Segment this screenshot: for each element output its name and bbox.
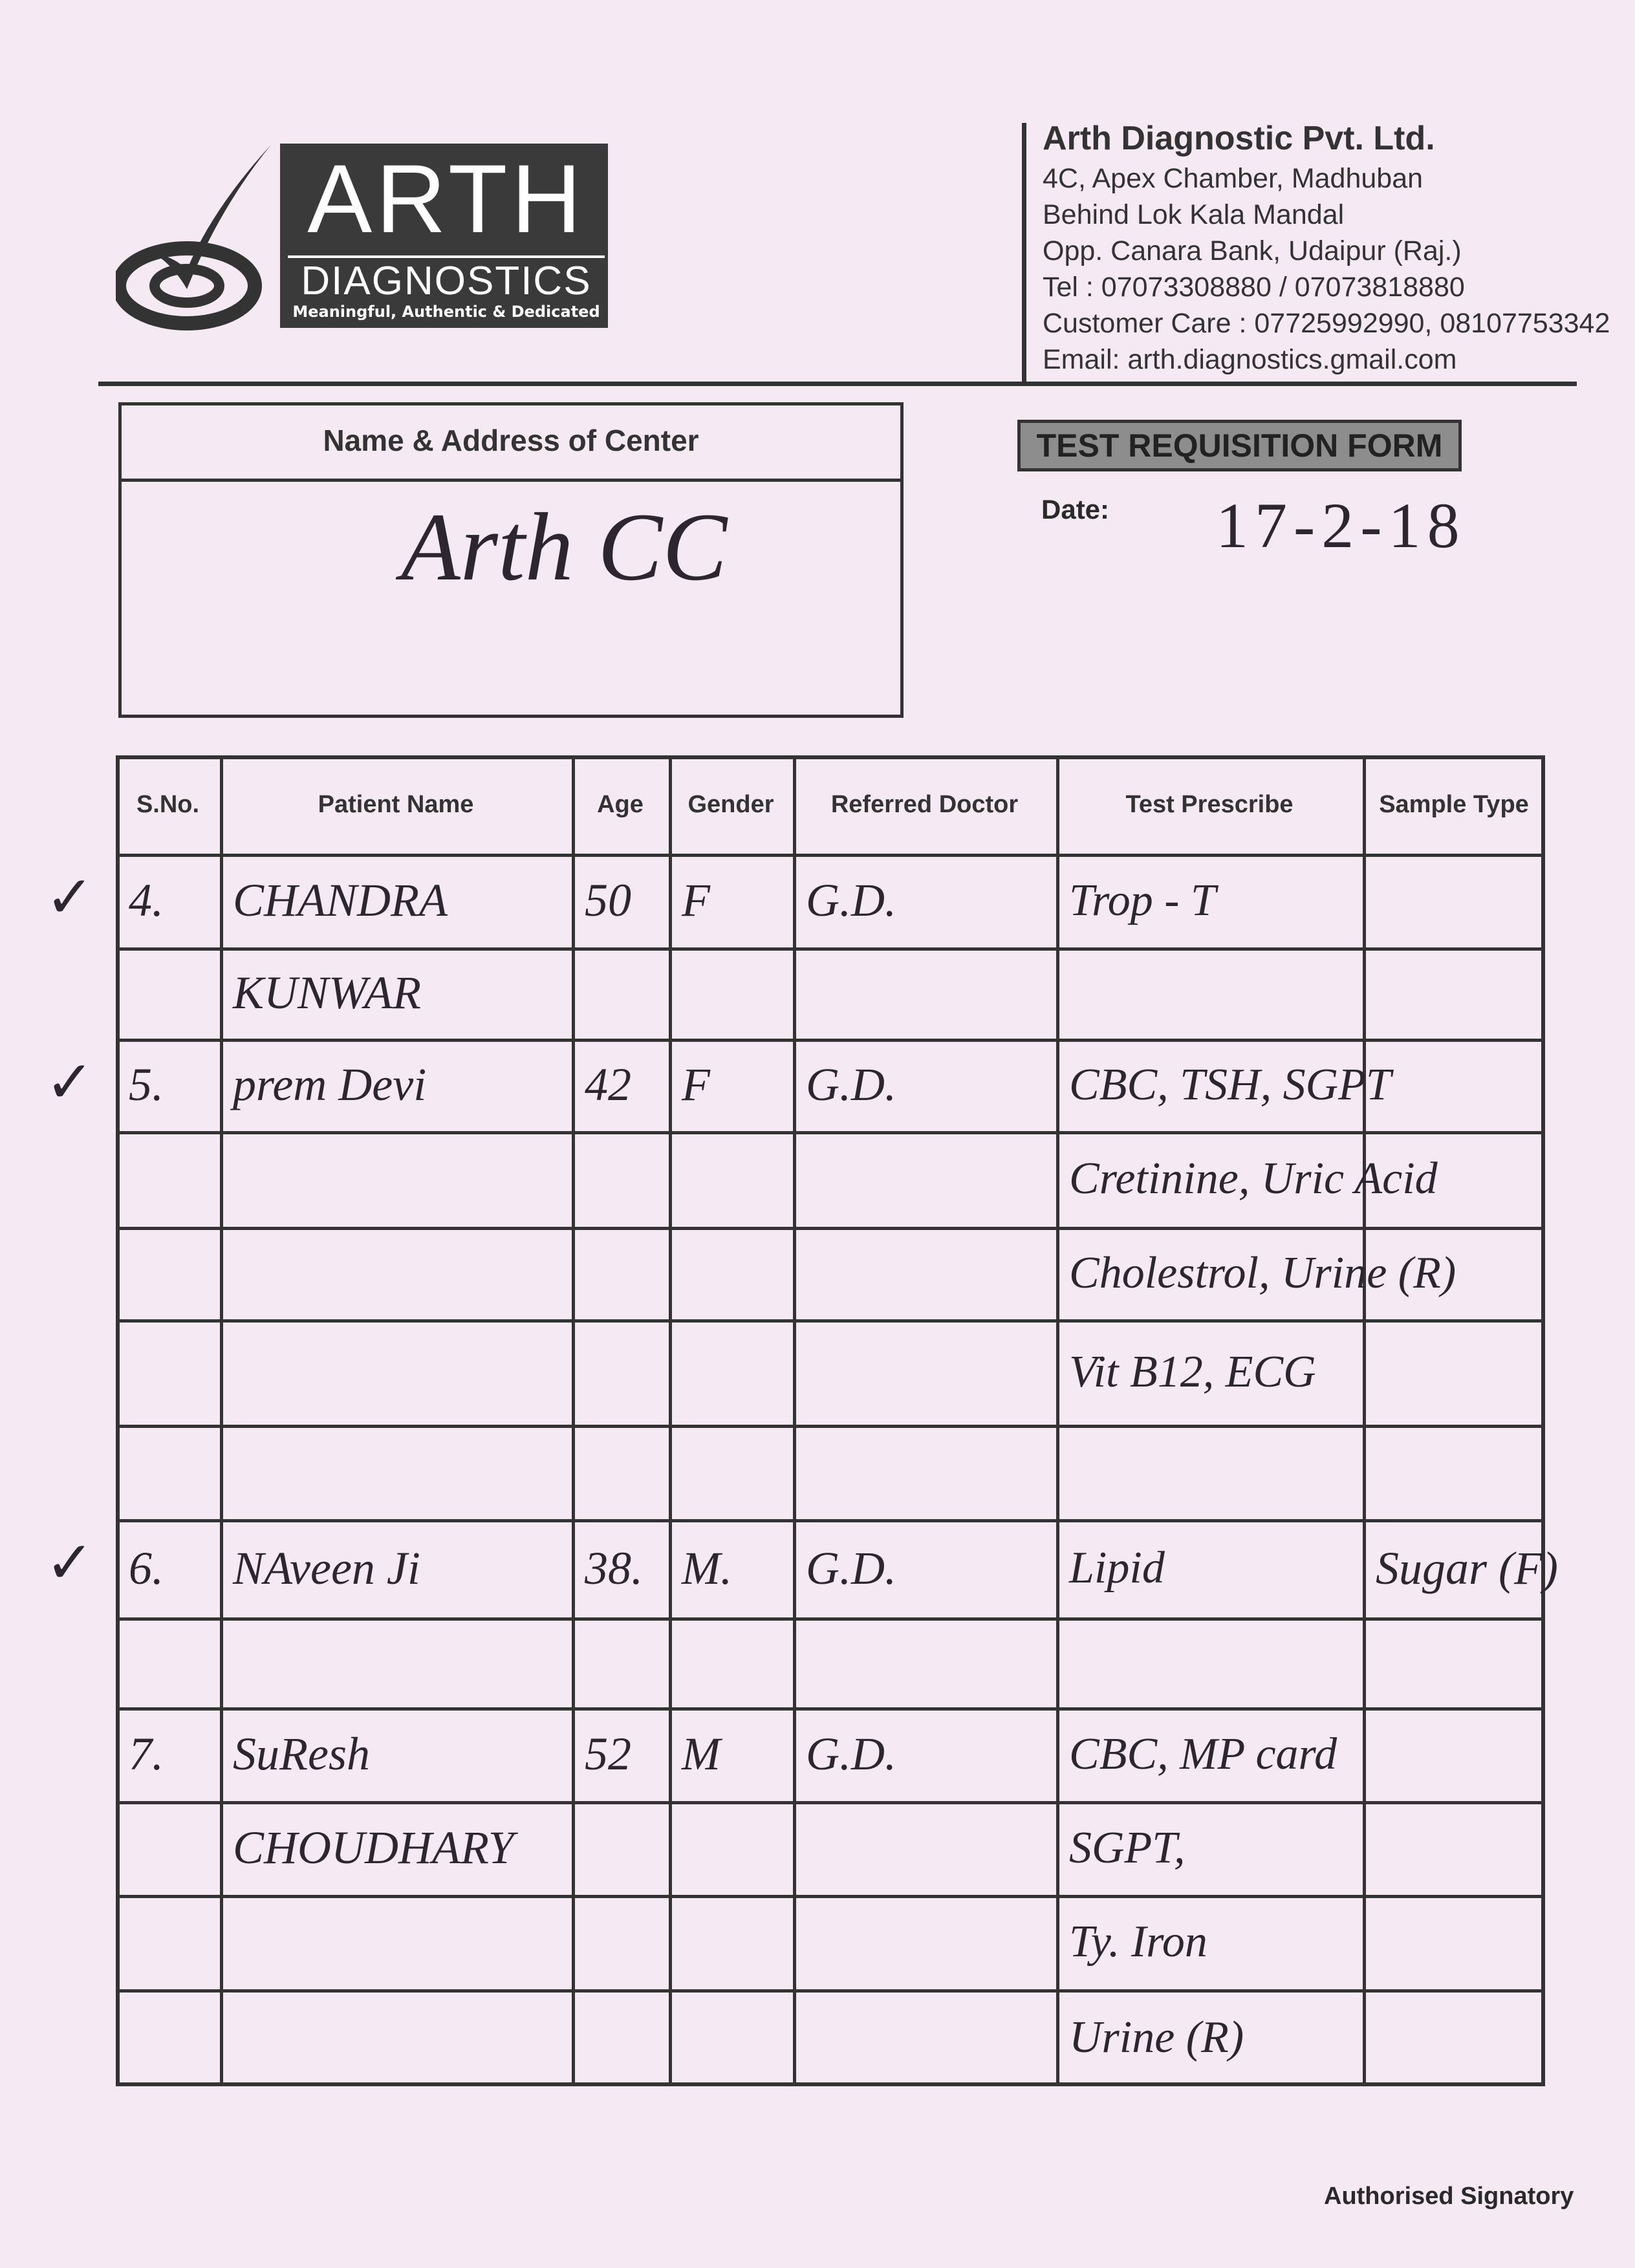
header-sno: S.No.	[136, 790, 200, 818]
form-title: TEST REQUISITION FORM	[1017, 420, 1462, 471]
cell-test-prescribe: Trop - T	[1069, 875, 1216, 925]
cell-test-prescribe: Lipid	[1069, 1543, 1165, 1593]
header-test-prescribe: Test Prescribe	[1125, 790, 1294, 818]
row-divider	[116, 1895, 1545, 1898]
cell-test-prescribe: CBC, TSH, SGPT	[1069, 1059, 1391, 1110]
date-label: Date:	[1041, 494, 1110, 524]
row-divider	[116, 1425, 1545, 1428]
company-name: Arth Diagnostic Pvt. Ltd.	[1043, 120, 1435, 157]
logo-box	[280, 144, 608, 328]
header-sample-type: Sample Type	[1379, 790, 1529, 818]
row-divider	[116, 1707, 1545, 1711]
date-value: 17-2-18	[1216, 490, 1466, 561]
row-divider	[116, 1227, 1545, 1230]
cell-test-prescribe: CBC, MP card	[1069, 1729, 1337, 1779]
row-divider	[116, 1131, 1545, 1134]
header-referred-doctor: Referred Doctor	[830, 790, 1019, 818]
cell-patient-name: CHOUDHARY	[233, 1822, 514, 1874]
cell-patient-name: SuResh	[233, 1728, 370, 1780]
cell-sample-type: Sugar (F)	[1376, 1542, 1558, 1594]
column-divider	[793, 755, 796, 2086]
cell-gender: M	[682, 1728, 720, 1780]
cell-patient-name: KUNWAR	[233, 967, 421, 1019]
row-divider	[116, 1801, 1545, 1804]
cell-test-prescribe: Cretinine, Uric Acid	[1069, 1154, 1438, 1204]
center-box	[118, 402, 904, 718]
cell-test-prescribe: SGPT,	[1069, 1822, 1186, 1873]
row-divider	[116, 1039, 1545, 1042]
cell-referred-doctor: G.D.	[806, 1542, 896, 1594]
logo-name: ARTH	[307, 144, 585, 253]
logo-subtitle: DIAGNOSTICS	[288, 255, 605, 304]
cell-age: 42	[585, 1059, 631, 1110]
cell-referred-doctor: G.D.	[806, 1728, 896, 1780]
cell-age: 50	[585, 874, 631, 926]
phone-line: Tel : 07073308880 / 07073818880	[1043, 272, 1465, 303]
cell-sno: 5.	[129, 1059, 164, 1110]
check-mark-icon: ✓	[45, 863, 94, 931]
cell-sno: 4.	[129, 874, 164, 926]
customer-care-line: Customer Care : 07725992990, 08107753342	[1043, 308, 1610, 339]
cell-test-prescribe: Urine (R)	[1069, 2013, 1244, 2062]
cell-sno: 6.	[129, 1542, 164, 1594]
authorised-signatory: Authorised Signatory	[1324, 2183, 1574, 2210]
column-divider	[669, 755, 672, 2086]
logo-tagline: Meaningful, Authentic & Dedicated	[292, 303, 600, 321]
row-divider	[116, 1519, 1545, 1522]
cell-age: 52	[585, 1728, 631, 1780]
row-divider	[116, 854, 1545, 857]
address-line: 4C, Apex Chamber, Madhuban	[1043, 163, 1424, 194]
cell-patient-name: NAveen Ji	[233, 1542, 420, 1594]
row-divider	[116, 1319, 1545, 1323]
cell-gender: F	[682, 1059, 710, 1110]
company-address: Arth Diagnostic Pvt. Ltd. 4C, Apex Chamb…	[1043, 116, 1610, 378]
column-divider	[572, 755, 575, 2086]
address-line: Opp. Canara Bank, Udaipur (Raj.)	[1043, 235, 1462, 266]
cell-referred-doctor: G.D.	[806, 874, 896, 926]
center-value: Arth CC	[401, 493, 728, 601]
cell-patient-name: CHANDRA	[233, 874, 448, 926]
header-patient-name: Patient Name	[318, 790, 474, 818]
patient-table	[116, 755, 1545, 2086]
cell-test-prescribe: Ty. Iron	[1069, 1917, 1207, 1967]
email-line: Email: arth.diagnostics.gmail.com	[1043, 344, 1457, 375]
cell-test-prescribe: Vit B12, ECG	[1069, 1346, 1316, 1397]
row-divider	[116, 1989, 1545, 1993]
header-rule	[98, 382, 1577, 386]
logo	[116, 137, 608, 331]
check-mark-icon: ✓	[45, 1529, 94, 1597]
cell-test-prescribe: Cholestrol, Urine (R)	[1069, 1247, 1456, 1298]
column-divider	[1363, 755, 1366, 2086]
column-divider	[220, 755, 223, 2086]
center-label: Name & Address of Center	[118, 402, 904, 482]
cell-referred-doctor: G.D.	[806, 1059, 896, 1110]
cell-gender: F	[682, 874, 710, 926]
cell-patient-name: prem Devi	[233, 1059, 427, 1110]
row-divider	[116, 1617, 1545, 1621]
row-divider	[116, 947, 1545, 951]
address-divider	[1022, 123, 1026, 382]
header-gender: Gender	[688, 790, 774, 818]
column-divider	[1056, 755, 1059, 2086]
cell-gender: M.	[682, 1542, 732, 1594]
address-line: Behind Lok Kala Mandal	[1043, 199, 1345, 230]
header-age: Age	[597, 790, 644, 818]
cell-sno: 7.	[129, 1728, 164, 1780]
cell-age: 38.	[585, 1542, 643, 1594]
check-mark-icon: ✓	[45, 1048, 94, 1116]
